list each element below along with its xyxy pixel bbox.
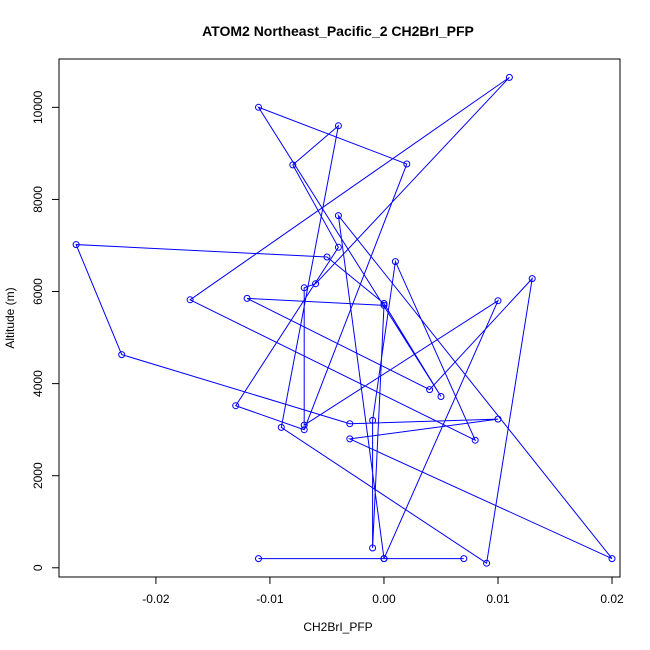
- x-tick-label: 0.02: [600, 592, 624, 606]
- x-tick-label: -0.01: [256, 592, 284, 606]
- data-point: [483, 559, 491, 567]
- data-point: [369, 416, 377, 424]
- data-point: [255, 555, 262, 563]
- data-point: [437, 393, 445, 400]
- data-point: [300, 284, 308, 292]
- y-tick-label: 4000: [31, 370, 45, 397]
- data-point: [232, 402, 240, 410]
- data-point: [186, 296, 194, 304]
- y-tick-label: 2000: [31, 462, 45, 489]
- plot-frame: [58, 58, 621, 578]
- x-tick-label: 0.01: [486, 592, 510, 606]
- y-tick-label: 0: [31, 564, 45, 571]
- y-tick-label: 10000: [31, 90, 45, 124]
- chart-title: ATOM2 Northeast_Pacific_2 CH2BrI_PFP: [202, 23, 474, 39]
- y-tick-label: 6000: [31, 278, 45, 305]
- y-axis: 0 2000 4000 6000 8000 10000: [31, 90, 59, 571]
- y-axis-label: Altitude (m): [3, 287, 17, 348]
- data-point: [255, 103, 262, 111]
- data-point: [300, 421, 308, 429]
- data-point: [300, 426, 308, 434]
- data-point: [243, 294, 251, 302]
- data-point: [334, 243, 342, 251]
- y-tick-label: 8000: [31, 186, 45, 213]
- data-point: [426, 386, 434, 394]
- x-axis: -0.02 -0.01 0.00 0.01 0.02: [142, 577, 624, 606]
- data-point: [494, 415, 502, 423]
- data-point: [528, 275, 536, 283]
- data-point: [323, 253, 331, 261]
- data-point: [346, 420, 354, 428]
- data-point: [312, 280, 320, 288]
- series-line: [75, 76, 613, 565]
- data-point: [289, 161, 297, 169]
- data-point: [460, 555, 468, 563]
- data-point: [403, 160, 411, 168]
- x-axis-label: CH2BrI_PFP: [303, 620, 372, 634]
- data-point: [471, 436, 479, 444]
- data-point: [118, 351, 126, 359]
- series-layer: [72, 73, 616, 567]
- data-point: [334, 212, 342, 220]
- data-point: [380, 555, 388, 563]
- data-point: [505, 73, 513, 81]
- data-point: [369, 544, 377, 552]
- x-tick-label: 0.00: [372, 592, 396, 606]
- data-point: [391, 258, 399, 266]
- x-tick-label: -0.02: [142, 592, 170, 606]
- data-point: [380, 300, 388, 307]
- data-point: [277, 423, 285, 431]
- data-point: [494, 297, 502, 305]
- data-point: [334, 122, 342, 130]
- data-point: [72, 241, 80, 249]
- data-point: [346, 435, 354, 443]
- data-point: [608, 555, 616, 563]
